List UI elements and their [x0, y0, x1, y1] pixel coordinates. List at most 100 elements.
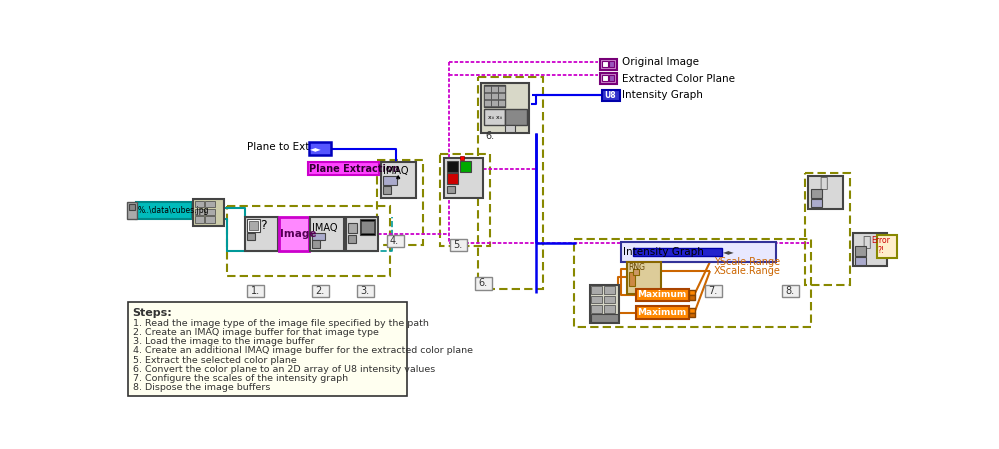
Text: Plane Extraction: Plane Extraction	[309, 163, 399, 174]
Bar	[484, 85, 505, 107]
Bar	[632, 269, 638, 275]
Bar	[689, 290, 695, 295]
Bar	[499, 86, 504, 92]
Bar	[689, 295, 695, 299]
Bar	[206, 209, 215, 215]
Text: Steps:: Steps:	[133, 308, 173, 318]
Bar	[346, 217, 379, 251]
Text: ◄►: ◄►	[723, 247, 735, 256]
Text: 4. Create an additional IMAQ image buffer for the extracted color plane: 4. Create an additional IMAQ image buffe…	[133, 347, 473, 356]
Bar	[601, 75, 607, 81]
Bar	[853, 233, 887, 266]
Bar	[448, 185, 455, 193]
Bar	[248, 220, 260, 232]
Bar	[603, 295, 614, 304]
Bar	[387, 235, 404, 247]
Text: 8. Dispose the image buffers: 8. Dispose the image buffers	[133, 383, 270, 392]
Bar	[601, 90, 620, 101]
Text: U8: U8	[603, 91, 615, 100]
Text: Error
?!: Error ?!	[871, 236, 890, 255]
Bar	[451, 239, 468, 251]
Bar	[632, 248, 721, 255]
Text: XScale.Range: XScale.Range	[714, 266, 781, 276]
Bar	[381, 163, 417, 198]
Text: Intensity Graph: Intensity Graph	[621, 90, 702, 101]
Bar	[441, 154, 490, 247]
Bar	[313, 233, 325, 240]
Bar	[877, 235, 897, 258]
Bar	[811, 199, 821, 207]
Bar	[591, 314, 617, 322]
Bar	[484, 109, 505, 125]
Text: 1. Read the image type of the image file specified by the path: 1. Read the image type of the image file…	[133, 319, 429, 328]
Bar	[492, 86, 498, 92]
Text: xᵢᵢ xᵢᵢ: xᵢᵢ xᵢᵢ	[489, 114, 502, 119]
Bar	[308, 163, 379, 175]
Bar	[505, 125, 514, 132]
Bar	[636, 289, 689, 301]
Bar	[460, 156, 464, 160]
Bar	[377, 160, 424, 245]
Bar	[591, 305, 602, 313]
Text: 2. Create an IMAQ image buffer for that image type: 2. Create an IMAQ image buffer for that …	[133, 328, 379, 337]
Bar	[603, 286, 614, 294]
Bar	[128, 302, 407, 396]
Bar	[485, 100, 491, 106]
Bar	[129, 204, 135, 210]
Bar	[636, 306, 689, 319]
Bar	[227, 207, 390, 276]
Bar	[505, 109, 527, 125]
Bar	[195, 216, 204, 223]
Bar	[492, 93, 498, 99]
Bar	[313, 240, 320, 248]
Bar	[206, 201, 215, 207]
Bar	[310, 217, 345, 251]
Bar	[127, 202, 137, 219]
Bar	[310, 142, 331, 155]
Text: IMAQ: IMAQ	[313, 223, 338, 233]
Text: 2.: 2.	[316, 286, 325, 296]
Bar	[348, 235, 356, 242]
Text: Maximum: Maximum	[637, 308, 686, 317]
Bar	[245, 217, 278, 251]
Text: Original Image: Original Image	[621, 57, 698, 66]
Bar	[499, 100, 504, 106]
Bar	[195, 201, 204, 207]
Text: 5. Extract the selected color plane: 5. Extract the selected color plane	[133, 356, 297, 365]
Bar	[360, 220, 376, 235]
Text: 7.: 7.	[707, 286, 717, 296]
Bar	[600, 73, 617, 84]
Bar	[476, 277, 493, 290]
Text: ⛎: ⛎	[819, 176, 827, 190]
Text: 6.: 6.	[486, 131, 495, 141]
Bar	[383, 176, 397, 185]
Bar	[855, 247, 866, 255]
Text: 6. Convert the color plane to an 2D array of U8 intensity values: 6. Convert the color plane to an 2D arra…	[133, 365, 435, 374]
Bar	[805, 173, 850, 285]
Bar	[601, 61, 607, 67]
Bar	[591, 286, 602, 294]
Bar	[485, 86, 491, 92]
Text: Intensity Graph: Intensity Graph	[623, 247, 704, 257]
Text: 4.: 4.	[390, 236, 400, 246]
Bar	[855, 257, 866, 265]
Bar	[574, 239, 811, 327]
Bar	[448, 161, 459, 172]
Bar	[136, 202, 192, 219]
Bar	[362, 221, 374, 233]
Text: IMAQ: IMAQ	[383, 166, 409, 176]
Bar	[808, 176, 842, 209]
Bar	[609, 61, 614, 67]
Bar	[485, 93, 491, 99]
Text: YScale.Range: YScale.Range	[714, 257, 780, 267]
Bar	[358, 285, 375, 297]
Bar	[206, 216, 215, 223]
Text: ◄►: ◄►	[310, 144, 322, 153]
Bar	[348, 223, 358, 233]
Bar	[478, 77, 543, 289]
Bar	[603, 305, 614, 313]
Bar	[620, 242, 776, 262]
Bar	[627, 262, 661, 294]
Bar	[591, 295, 602, 304]
Bar	[811, 189, 821, 198]
